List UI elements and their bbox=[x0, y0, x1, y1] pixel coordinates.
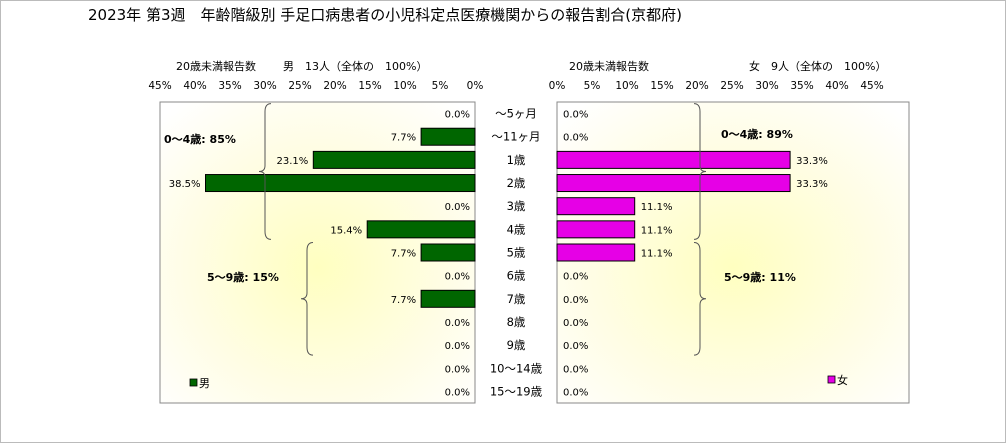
female-x-tick-label: 5% bbox=[584, 80, 601, 92]
female-x-tick-label: 15% bbox=[650, 80, 673, 92]
female-group-brace-0-4 bbox=[693, 103, 707, 240]
male-subtitle-caption: 20歳未満報告数 bbox=[176, 60, 256, 73]
male-data-label: 0.0% bbox=[445, 341, 470, 352]
male-data-label: 0.0% bbox=[445, 110, 470, 121]
male-x-tick-label: 20% bbox=[323, 80, 346, 92]
category-label: 4歳 bbox=[507, 222, 526, 236]
female-data-label: 0.0% bbox=[563, 387, 588, 398]
male-group-label-5-9: 5～9歳: 15% bbox=[207, 270, 279, 284]
male-legend-label: 男 bbox=[199, 377, 210, 390]
category-label: ～5ヶ月 bbox=[495, 107, 537, 121]
female-x-tick-label: 45% bbox=[860, 80, 883, 92]
male-data-label: 38.5% bbox=[169, 179, 201, 190]
male-bar bbox=[420, 289, 476, 308]
male-x-tick-label: 15% bbox=[358, 80, 381, 92]
male-bar bbox=[420, 127, 476, 146]
male-data-label: 0.0% bbox=[445, 272, 470, 283]
female-data-label: 0.0% bbox=[563, 133, 588, 144]
category-label: 1歳 bbox=[507, 153, 526, 167]
male-x-tick-label: 40% bbox=[183, 80, 206, 92]
female-data-label: 0.0% bbox=[563, 318, 588, 329]
male-group-brace-5-9 bbox=[300, 242, 314, 356]
female-data-label: 11.1% bbox=[641, 249, 673, 260]
male-legend-swatch bbox=[189, 378, 198, 387]
male-bar bbox=[366, 220, 476, 239]
female-data-label: 11.1% bbox=[641, 202, 673, 213]
female-panel: 20歳未満報告数 女 9人（全体の 100%） 0% 5% 10% 15% 20% 25% 30… bbox=[549, 59, 910, 404]
male-bar bbox=[312, 150, 476, 169]
male-data-label: 0.0% bbox=[445, 318, 470, 329]
female-data-label: 0.0% bbox=[563, 364, 588, 375]
male-data-label: 0.0% bbox=[445, 387, 470, 398]
female-x-tick-label: 0% bbox=[549, 80, 566, 92]
female-x-tick-label: 20% bbox=[685, 80, 708, 92]
male-x-tick-label: 25% bbox=[288, 80, 311, 92]
category-label: ～11ヶ月 bbox=[491, 130, 540, 144]
category-label: 9歳 bbox=[507, 338, 526, 352]
male-x-tick-label: 30% bbox=[253, 80, 276, 92]
male-data-label: 7.7% bbox=[391, 249, 416, 260]
male-group-label-0-4: 0～4歳: 85% bbox=[164, 132, 236, 146]
male-bar bbox=[205, 174, 476, 193]
female-x-tick-label: 25% bbox=[720, 80, 743, 92]
male-panel: 20歳未満報告数 男 13人（全体の 100%） 45% 40% 35% 30% 25% 20… bbox=[148, 59, 484, 404]
male-x-tick-label: 45% bbox=[148, 80, 171, 92]
female-data-label: 11.1% bbox=[641, 225, 673, 236]
female-data-label: 33.3% bbox=[796, 179, 828, 190]
female-data-label: 0.0% bbox=[563, 110, 588, 121]
category-label: 8歳 bbox=[507, 315, 526, 329]
category-label: 2歳 bbox=[507, 176, 526, 190]
female-x-tick-label: 30% bbox=[755, 80, 778, 92]
female-data-label: 0.0% bbox=[563, 272, 588, 283]
male-x-tick-label: 35% bbox=[218, 80, 241, 92]
female-x-tick-label: 40% bbox=[825, 80, 848, 92]
chart-title: 2023年 第3週 年齢階級別 手足口病患者の小児科定点医療機関からの報告割合(… bbox=[88, 6, 682, 24]
female-x-tick-label: 10% bbox=[615, 80, 638, 92]
female-data-label: 0.0% bbox=[563, 341, 588, 352]
male-data-label: 0.0% bbox=[445, 364, 470, 375]
male-data-label: 0.0% bbox=[445, 202, 470, 213]
female-data-label: 0.0% bbox=[563, 295, 588, 306]
male-data-label: 23.1% bbox=[277, 156, 309, 167]
female-legend-label: 女 bbox=[837, 373, 848, 387]
female-group-label-5-9: 5～9歳: 11% bbox=[724, 270, 796, 284]
female-bar bbox=[556, 174, 791, 193]
female-subtitle-total: 女 9人（全体の 100%） bbox=[749, 59, 886, 73]
male-group-brace-0-4 bbox=[258, 103, 272, 240]
category-labels: ～5ヶ月 ～11ヶ月 1歳 2歳 3歳 4歳 5歳 6歳 7歳 8歳 9歳 10～14歳 15～19歳 bbox=[490, 107, 543, 399]
category-label: 10～14歳 bbox=[490, 361, 543, 375]
category-label: 3歳 bbox=[507, 199, 526, 213]
category-label: 7歳 bbox=[507, 292, 526, 306]
male-subtitle-total: 男 13人（全体の 100%） bbox=[283, 59, 427, 73]
male-data-label: 7.7% bbox=[391, 133, 416, 144]
female-group-brace-5-9 bbox=[693, 242, 707, 356]
category-label: 6歳 bbox=[507, 269, 526, 283]
female-bar bbox=[556, 220, 636, 239]
male-x-tick-label: 10% bbox=[393, 80, 416, 92]
female-data-label: 33.3% bbox=[796, 156, 828, 167]
male-x-tick-label: 0% bbox=[467, 80, 484, 92]
male-x-tick-label: 5% bbox=[432, 80, 449, 92]
female-bar bbox=[556, 197, 636, 216]
female-bar bbox=[556, 243, 636, 262]
female-subtitle-caption: 20歳未満報告数 bbox=[569, 60, 649, 73]
female-legend-swatch bbox=[827, 375, 836, 384]
category-label: 5歳 bbox=[507, 246, 526, 260]
female-bar bbox=[556, 150, 791, 169]
female-group-label-0-4: 0～4歳: 89% bbox=[721, 127, 793, 141]
female-x-tick-label: 35% bbox=[790, 80, 813, 92]
male-data-label: 15.4% bbox=[330, 225, 362, 236]
category-label: 15～19歳 bbox=[490, 384, 543, 398]
male-bar bbox=[420, 243, 476, 262]
male-data-label: 7.7% bbox=[391, 295, 416, 306]
